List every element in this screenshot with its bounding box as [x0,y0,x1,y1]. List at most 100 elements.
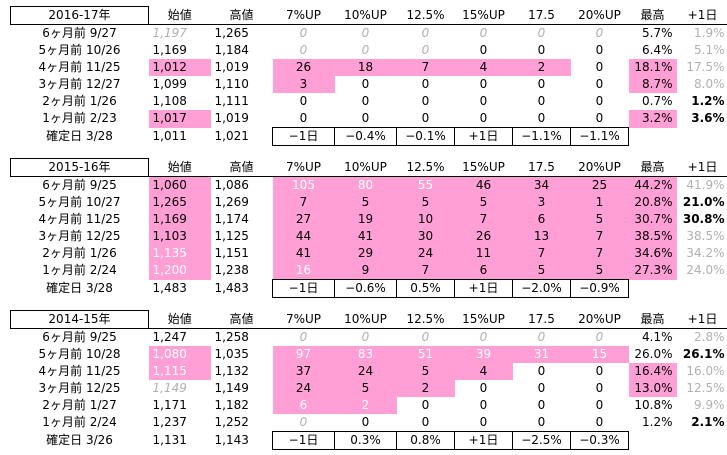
cell-20up: 5 [570,262,629,280]
row-date: 1/26 [89,94,117,108]
cell-175: 0 [537,94,546,108]
cell-high: 1,182 [214,398,249,412]
cell-plus1: 16.0% [686,364,725,378]
cell-plus1: 24.0% [686,263,725,278]
cell-175: 5 [512,262,571,280]
col-125: 12.5% [396,158,455,177]
cell-max: 6.4% [642,43,673,57]
cell-plus1: 26.1% [682,347,725,361]
cell-10up: 5 [334,380,397,397]
col-max: 最高 [628,310,677,329]
cell-125: 5 [396,363,455,380]
row-date: 9/27 [89,26,117,40]
row-date: 10/28 [85,347,121,361]
table-row: 1ヶ月前 2/23 1,017 1,019 0 0 0 0 0 0 3.2% 3… [11,110,727,128]
cell-125: 0 [421,77,430,91]
cell-175: 6 [512,211,571,228]
cell-125: 2 [396,380,455,397]
cell-plus1: 3.6% [691,111,725,126]
cell-10up: 80 [334,176,397,194]
cell-20up: −0.9% [570,279,629,298]
cell-open: 1,237 [152,415,187,430]
final-row: 確定日 3/28 1,483 1,483 −1日 −0.6% 0.5% +1日 … [11,279,727,298]
cell-max: 5.7% [642,26,673,40]
cell-15up: 11 [454,245,513,262]
col-high: 高値 [210,6,273,25]
cell-15up: 0 [479,398,488,412]
cell-max: 1.2% [642,415,673,430]
cell-high: 1,019 [214,60,249,74]
cell-7up: 0 [299,43,308,57]
cell-max: 13.0% [628,380,677,397]
cell-20up: 0 [595,94,604,108]
col-20up: 20%UP [570,6,629,25]
cell-15up: 4 [454,59,513,76]
cell-175: 31 [512,346,571,363]
row-date: 12/25 [85,229,121,243]
cell-175: −2.0% [512,279,571,298]
row-date: 11/25 [85,60,121,74]
cell-open: 1,169 [152,43,187,57]
cell-high: 1,151 [214,246,249,260]
cell-open: 1,080 [148,346,211,363]
cell-125: 0 [421,43,430,57]
col-open: 始値 [148,158,211,177]
cell-125: 0.5% [396,279,455,298]
cell-open: 1,483 [152,281,187,295]
header-row: 2014-15年 始値 高値 7%UP 10%UP 12.5% 15%UP 17… [10,310,727,329]
cell-high: 1,086 [214,178,249,192]
cell-15up: 0 [479,330,488,344]
cell-20up: 5 [570,211,629,228]
table-row: 6ヶ月前 9/25 1,247 1,258 0 0 0 0 0 0 4.1% 2… [11,329,727,347]
row-label: 確定日 [46,433,83,447]
row-date: 1/26 [89,246,117,260]
row-label: 3ヶ月前 [38,229,83,243]
col-plus1: +1日 [676,310,727,329]
cell-7up: 105 [272,176,335,194]
cell-175: 2 [512,59,571,76]
cell-7up: 16 [272,262,335,280]
row-date: 9/25 [89,178,117,192]
cell-high: 1,174 [214,212,249,226]
table-2016-17: 2016-17年 始値 高値 7%UP 10%UP 12.5% 15%UP 17… [10,6,727,146]
col-10up: 10%UP [334,158,397,177]
cell-open: 1,200 [148,262,211,280]
col-open: 始値 [148,6,211,25]
cell-open: 1,099 [152,77,187,91]
table-row: 5ヶ月前 10/28 1,080 1,035 97 83 51 39 31 15… [11,346,727,363]
row-label: 4ヶ月前 [38,364,83,378]
cell-125: 0 [421,26,430,40]
final-row: 確定日 3/28 1,011 1,021 −1日 −0.4% −0.1% +1日… [11,127,727,146]
cell-plus1: 38.5% [686,229,725,243]
row-label: 2ヶ月前 [42,246,86,260]
cell-max: 20.8% [628,194,677,211]
cell-high: 1,252 [214,415,249,430]
cell-10up: 41 [334,228,397,245]
cell-open: 1,149 [152,381,187,395]
cell-high: 1,125 [214,229,249,243]
cell-10up: 5 [334,194,397,211]
cell-125: 0 [421,111,430,125]
final-row: 確定日 3/26 1,131 1,143 −1日 0.3% 0.8% +1日 −… [11,431,727,450]
cell-open: 1,060 [148,176,211,194]
row-date: 2/23 [89,111,117,126]
cell-125: 24 [396,245,455,262]
col-max: 最高 [628,6,677,25]
col-high: 高値 [210,158,273,177]
cell-20up: 0 [595,415,604,429]
cell-125: 7 [396,262,455,280]
cell-plus1: 21.0% [682,195,725,209]
cell-plus1: 1.2% [691,94,725,108]
cell-7up: 3 [272,76,335,93]
cell-10up: 0 [361,415,370,429]
cell-10up: 0 [361,111,370,125]
cell-10up: −0.6% [334,279,397,298]
cell-open: 1,011 [152,129,187,143]
cell-15up: 7 [454,211,513,228]
cell-plus1: 9.9% [694,398,725,412]
row-date: 1/27 [89,398,117,412]
row-label: 2ヶ月前 [42,94,86,108]
cell-max: 8.7% [628,76,677,93]
cell-7up: 37 [272,363,335,380]
cell-175: 34 [512,176,571,194]
